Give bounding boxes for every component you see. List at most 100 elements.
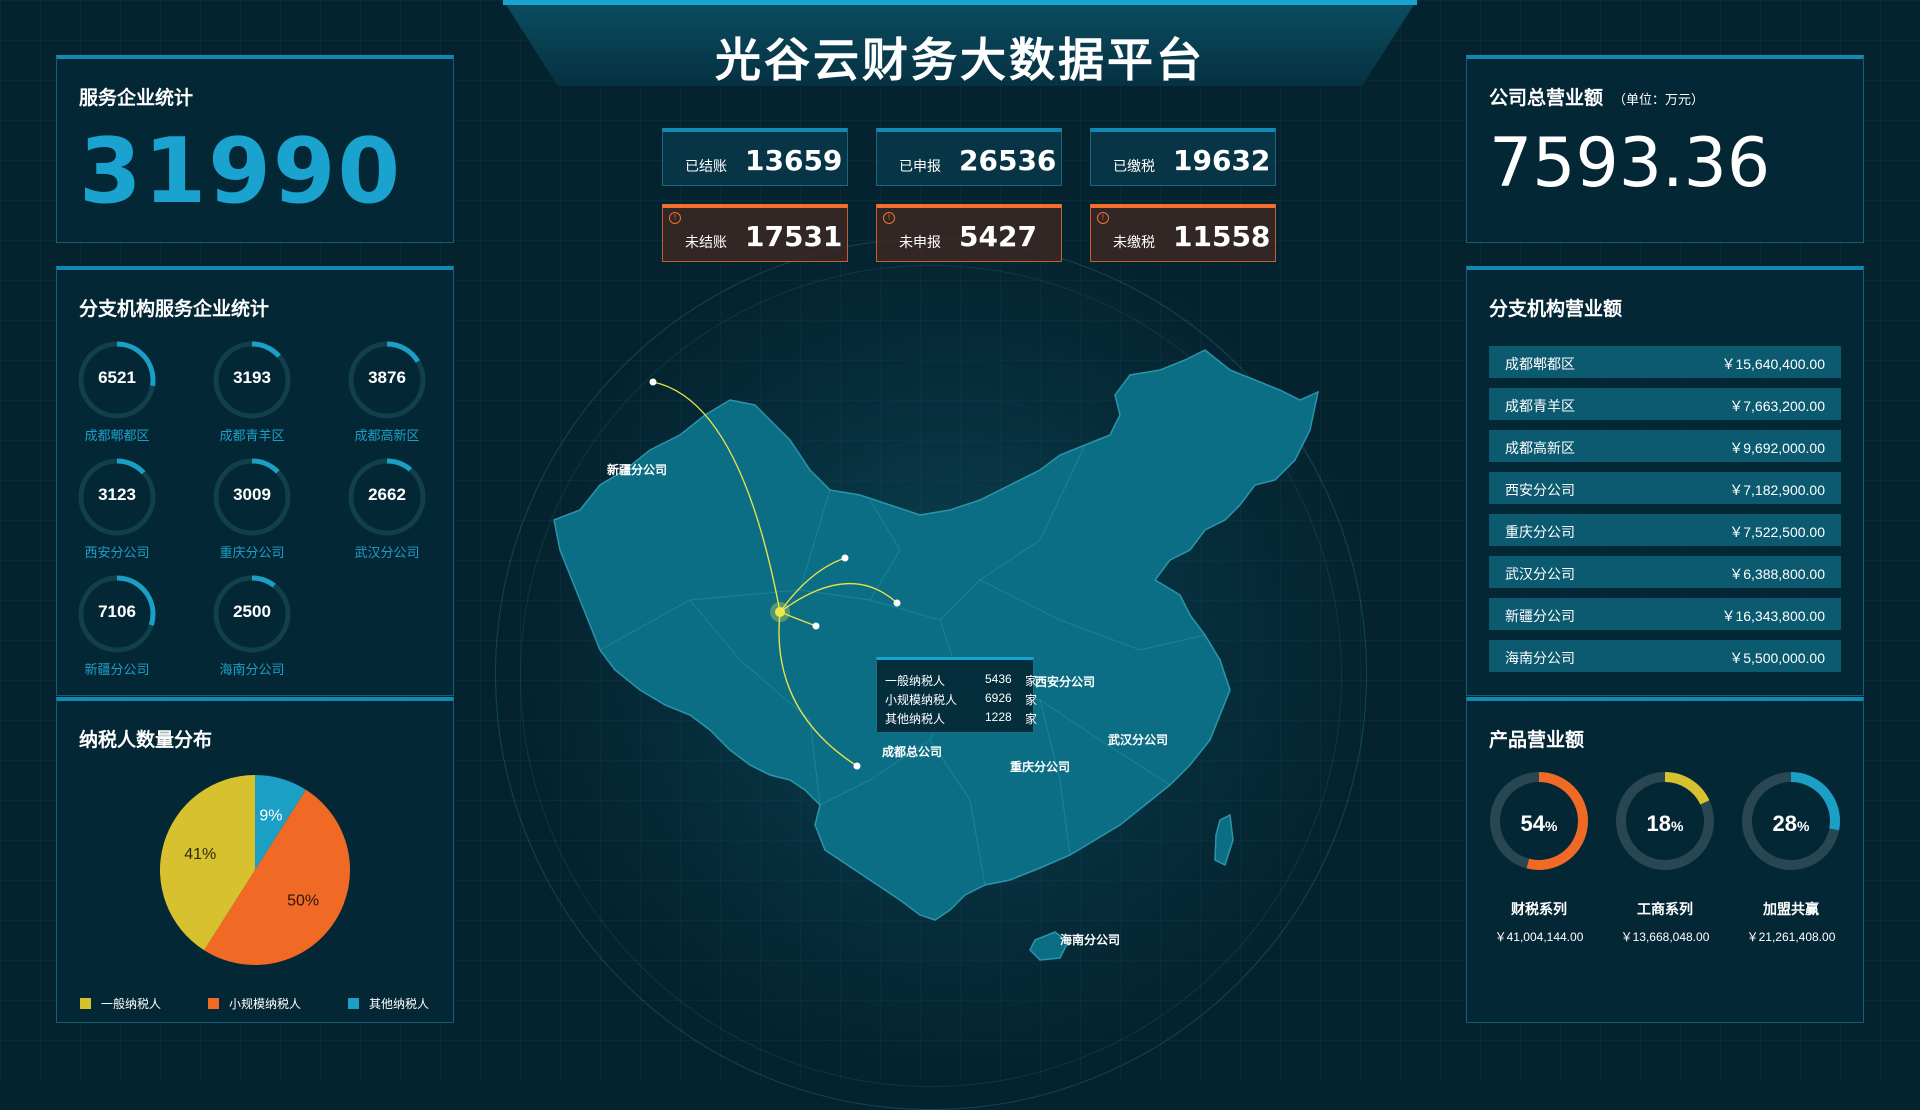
map-label-xinjiang: 新疆分公司 [607, 463, 668, 477]
stat-box: 已申报 26536 [876, 128, 1062, 186]
percent-sign: % [1545, 818, 1558, 834]
product-value: ￥41,004,144.00 [1494, 930, 1584, 944]
header-banner [503, 0, 1417, 86]
revenue-value: ￥7,522,500.00 [1729, 524, 1825, 540]
legend-item-general: 一般纳税人 [80, 995, 161, 1012]
revenue-row: 海南分公司 ￥5,500,000.00 [1489, 640, 1841, 672]
pie-label: 41% [184, 846, 216, 863]
stat-value: 17531 [745, 220, 843, 253]
gauge-value: 2662 [368, 485, 406, 504]
taxpayer-title: 纳税人数量分布 [79, 730, 213, 751]
service-stats-panel: 服务企业统计 31990 [56, 55, 454, 243]
company-revenue-unit: （单位：万元） [1613, 92, 1705, 107]
revenue-name: 成都青羊区 [1505, 398, 1575, 414]
service-stats-title: 服务企业统计 [79, 88, 194, 109]
product-pct-value: 28 [1772, 811, 1798, 836]
stat-box: 已结账 13659 [662, 128, 848, 186]
gauge-label: 成都青羊区 [219, 428, 285, 443]
stat-label: 已申报 [899, 158, 941, 174]
branch-gauge: 7106 新疆分公司 [67, 574, 167, 684]
gauge-ring [78, 575, 156, 653]
gauge-label: 成都高新区 [354, 428, 420, 443]
chongqing-marker [812, 622, 820, 630]
page-title: 光谷云财务大数据平台 [715, 34, 1205, 86]
product-revenue-title: 产品营业额 [1489, 730, 1585, 751]
company-revenue-title: 公司总营业额 （单位：万元） [1489, 83, 1704, 110]
gauge-value: 3193 [233, 368, 271, 387]
revenue-name: 成都郫都区 [1505, 356, 1575, 372]
product-ring: 18% 工商系列 ￥13,668,048.00 [1615, 771, 1735, 971]
revenue-row: 武汉分公司 ￥6,388,800.00 [1489, 556, 1841, 588]
revenue-name: 新疆分公司 [1505, 608, 1575, 624]
gauge-value: 3876 [368, 368, 406, 387]
product-revenue-panel: 产品营业额 54% 财税系列 ￥41,004,144.00 18% 工商系列 ￥13,66… [1466, 697, 1864, 1023]
product-ring-arc [1742, 772, 1840, 870]
map-tooltip: 一般纳税人 5436 家 小规模纳税人 6926 家 其他纳税人 1228 家 [876, 657, 1038, 733]
gauge-ring [213, 458, 291, 536]
company-revenue-panel: 公司总营业额 （单位：万元） 7593.36 [1466, 55, 1864, 243]
header-topbar [503, 0, 1417, 5]
stat-box: ! 未结账 17531 [662, 204, 848, 262]
gauge-arc [348, 458, 426, 536]
company-revenue-title-text: 公司总营业额 [1489, 88, 1604, 109]
legend-swatch [80, 998, 91, 1009]
revenue-row: 成都高新区 ￥9,692,000.00 [1489, 430, 1841, 462]
wuhan-marker [893, 599, 901, 607]
pie-slice [204, 789, 350, 965]
route-points [649, 378, 901, 770]
pie-slice [255, 775, 306, 870]
stat-box: ! 未缴税 11558 [1090, 204, 1276, 262]
product-name: 加盟共赢 [1763, 901, 1819, 917]
product-pct-value: 54 [1520, 811, 1546, 836]
stat-label: 已缴税 [1113, 158, 1155, 174]
branch-services-title: 分支机构服务企业统计 [79, 299, 270, 320]
hq-marker [775, 607, 785, 617]
info-icon: ! [1097, 212, 1109, 224]
stat-value: 13659 [745, 144, 843, 177]
product-ring-svg [1490, 772, 1588, 870]
product-value: ￥13,668,048.00 [1620, 930, 1710, 944]
product-name: 财税系列 [1511, 901, 1567, 917]
gauge-ring [78, 341, 156, 419]
hainan-shape [1029, 931, 1069, 961]
gauge-arc [213, 575, 291, 653]
revenue-name: 武汉分公司 [1505, 566, 1575, 582]
xinjiang-marker [649, 378, 657, 386]
legend-item-small: 小规模纳税人 [208, 995, 301, 1012]
gauge-label: 武汉分公司 [354, 545, 420, 560]
product-ring-arc [1490, 772, 1588, 870]
product-ring-svg [1742, 772, 1840, 870]
stat-value: 26536 [959, 144, 1057, 177]
tooltip-name: 其他纳税人 [885, 712, 946, 726]
legend-label: 一般纳税人 [101, 997, 162, 1011]
tooltip-unit: 家 [1025, 712, 1038, 726]
map-label-hainan: 海南分公司 [1060, 933, 1121, 947]
legend-swatch [348, 998, 359, 1009]
legend-label: 其他纳税人 [369, 997, 430, 1011]
legend-swatch [208, 998, 219, 1009]
pie-label: 50% [287, 893, 319, 910]
stat-value: 19632 [1173, 144, 1271, 177]
branch-gauge: 3193 成都青羊区 [202, 340, 302, 450]
xian-marker [841, 554, 849, 562]
revenue-value: ￥7,663,200.00 [1729, 398, 1825, 414]
legend-label: 小规模纳税人 [229, 997, 302, 1011]
revenue-value: ￥5,500,000.00 [1729, 650, 1825, 666]
gauge-value: 2500 [233, 602, 271, 621]
gauge-value: 3123 [98, 485, 136, 504]
map-label-chongqing: 重庆分公司 [1010, 760, 1071, 774]
china-map [553, 349, 1320, 961]
percent-sign: % [1671, 818, 1684, 834]
revenue-value: ￥9,692,000.00 [1729, 440, 1825, 456]
branch-revenue-title: 分支机构营业额 [1489, 299, 1623, 320]
product-ring: 54% 财税系列 ￥41,004,144.00 [1489, 771, 1609, 971]
tooltip-name: 小规模纳税人 [885, 693, 958, 707]
revenue-value: ￥16,343,800.00 [1721, 608, 1825, 624]
stat-label: 已结账 [685, 158, 727, 174]
percent-sign: % [1797, 818, 1810, 834]
stat-box: ! 未申报 5427 [876, 204, 1062, 262]
pie-slice [159, 775, 255, 951]
map-label-wuhan: 武汉分公司 [1108, 733, 1169, 747]
branch-gauge: 3123 西安分公司 [67, 457, 167, 567]
tooltip-value: 5436 [985, 672, 1012, 686]
